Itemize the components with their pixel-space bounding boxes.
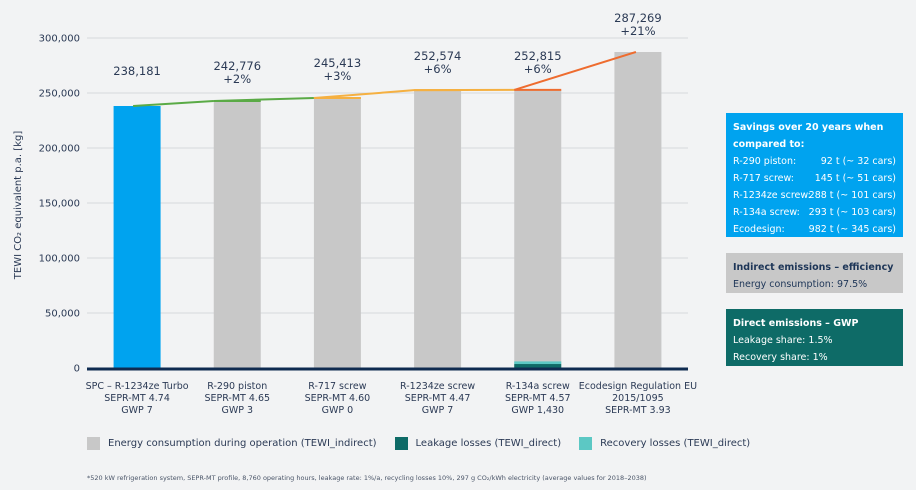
- category-label: GWP 7: [121, 405, 153, 416]
- legend-item-energy: Energy consumption during operation (TEW…: [87, 437, 377, 450]
- bar: [414, 90, 462, 368]
- category-label: GWP 3: [221, 405, 253, 416]
- value-label: 252,815: [514, 49, 562, 63]
- trend-line-segment: [133, 99, 214, 107]
- category-label: SEPR-MT 4.57: [505, 393, 571, 404]
- value-label: 242,776: [213, 59, 261, 73]
- legend-swatch-leakage: [394, 437, 408, 450]
- category-label: R-717 screw: [308, 381, 367, 392]
- direct-recovery-line: Recovery share: 1%: [733, 352, 828, 363]
- percent-label: +6%: [424, 62, 452, 76]
- bar: [514, 89, 562, 368]
- savings-row-value: 92 t (~ 32 cars): [820, 156, 896, 167]
- bar-segment-recovery: [514, 361, 562, 365]
- direct-leakage-line: Leakage share: 1.5%: [733, 335, 833, 346]
- percent-label: +2%: [223, 72, 251, 86]
- bar: [313, 98, 361, 368]
- category-label: Ecodesign Regulation EU: [579, 381, 697, 392]
- legend-label-energy: Energy consumption during operation (TEW…: [108, 438, 377, 449]
- savings-title: Savings over 20 years when compared to:: [733, 122, 884, 150]
- indirect-title: Indirect emissions – efficiency: [733, 262, 894, 273]
- savings-row-name: R-1234ze screw:: [733, 190, 811, 201]
- category-label: SEPR-MT 4.60: [305, 393, 371, 404]
- savings-box: Savings over 20 years when compared to: …: [726, 113, 903, 237]
- savings-row-name: R-717 screw:: [733, 173, 794, 184]
- savings-row: R-134a screw: 293 t (~ 103 cars): [733, 204, 896, 221]
- legend-swatch-energy: [87, 437, 100, 450]
- percent-label: +3%: [323, 69, 351, 83]
- footnote: *520 kW refrigeration system, SEPR-MT pr…: [87, 474, 647, 482]
- savings-row-name: R-290 piston:: [733, 156, 797, 167]
- y-tick-label: 200,000: [39, 144, 80, 155]
- savings-row-value: 145 t (~ 51 cars): [814, 173, 896, 184]
- direct-title: Direct emissions – GWP: [733, 318, 859, 329]
- percent-label: +6%: [524, 62, 552, 76]
- savings-row: R-290 piston: 92 t (~ 32 cars): [733, 153, 896, 170]
- value-label: 238,181: [113, 64, 161, 78]
- category-label: GWP 7: [422, 405, 454, 416]
- value-label: 252,574: [414, 49, 462, 63]
- category-label: SEPR-MT 4.47: [405, 393, 471, 404]
- legend-label-leakage: Leakage losses (TEWI_direct): [415, 438, 562, 449]
- category-label: SEPR-MT 4.65: [204, 393, 270, 404]
- savings-row: R-717 screw: 145 t (~ 51 cars): [733, 170, 896, 187]
- savings-row-value: 293 t (~ 103 cars): [808, 207, 896, 218]
- category-label: SEPR-MT 3.93: [605, 405, 671, 416]
- trend-line-segment: [513, 51, 637, 91]
- value-label: 287,269: [614, 11, 662, 25]
- y-tick-label: 50,000: [45, 309, 80, 320]
- y-tick-label: 100,000: [39, 254, 80, 265]
- category-label: R-1234ze screw: [400, 381, 475, 392]
- category-label: GWP 1,430: [511, 405, 564, 416]
- direct-emissions-box: Direct emissions – GWP Leakage share: 1.…: [726, 309, 903, 366]
- category-label: GWP 0: [322, 405, 354, 416]
- category-label: SPC – R-1234ze Turbo: [86, 381, 189, 392]
- legend-item-leakage: Leakage losses (TEWI_direct): [394, 437, 562, 450]
- legend-item-recovery: Recovery losses (TEWI_direct): [579, 437, 750, 450]
- legend-label-recovery: Recovery losses (TEWI_direct): [600, 438, 751, 449]
- y-tick-label: 0: [74, 364, 80, 375]
- savings-row: R-1234ze screw: 288 t (~ 101 cars): [733, 187, 896, 204]
- savings-row: Ecodesign: 982 t (~ 345 cars): [733, 221, 896, 238]
- category-label: R-134a screw: [506, 381, 570, 392]
- indirect-emissions-box: Indirect emissions – efficiency Energy c…: [726, 253, 903, 293]
- savings-row-value: 288 t (~ 101 cars): [808, 190, 896, 201]
- trend-line-segment: [313, 89, 415, 100]
- indirect-energy-line: Energy consumption: 97.5%: [733, 279, 868, 290]
- y-tick-label: 250,000: [39, 89, 80, 100]
- category-label: R-290 piston: [207, 381, 267, 392]
- bar: [614, 52, 662, 369]
- legend-swatch-recovery: [579, 437, 593, 450]
- percent-label: +21%: [620, 24, 655, 38]
- y-tick-label: 300,000: [39, 34, 80, 45]
- value-label: 245,413: [314, 56, 362, 70]
- y-tick-label: 150,000: [39, 199, 80, 210]
- y-axis-label: TEWI CO₂ equivalent p.a. [kg]: [13, 131, 24, 281]
- chart-legend: Energy consumption during operation (TEW…: [87, 437, 768, 450]
- trend-line-segment: [213, 97, 314, 102]
- bar: [113, 106, 161, 368]
- category-label: SEPR-MT 4.74: [104, 393, 170, 404]
- bar: [213, 100, 261, 368]
- savings-row-value: 982 t (~ 345 cars): [808, 224, 896, 235]
- savings-row-name: Ecodesign:: [733, 224, 785, 235]
- bar-segment-leakage: [514, 364, 562, 368]
- category-label: 2015/1095: [612, 393, 664, 404]
- savings-row-name: R-134a screw:: [733, 207, 800, 218]
